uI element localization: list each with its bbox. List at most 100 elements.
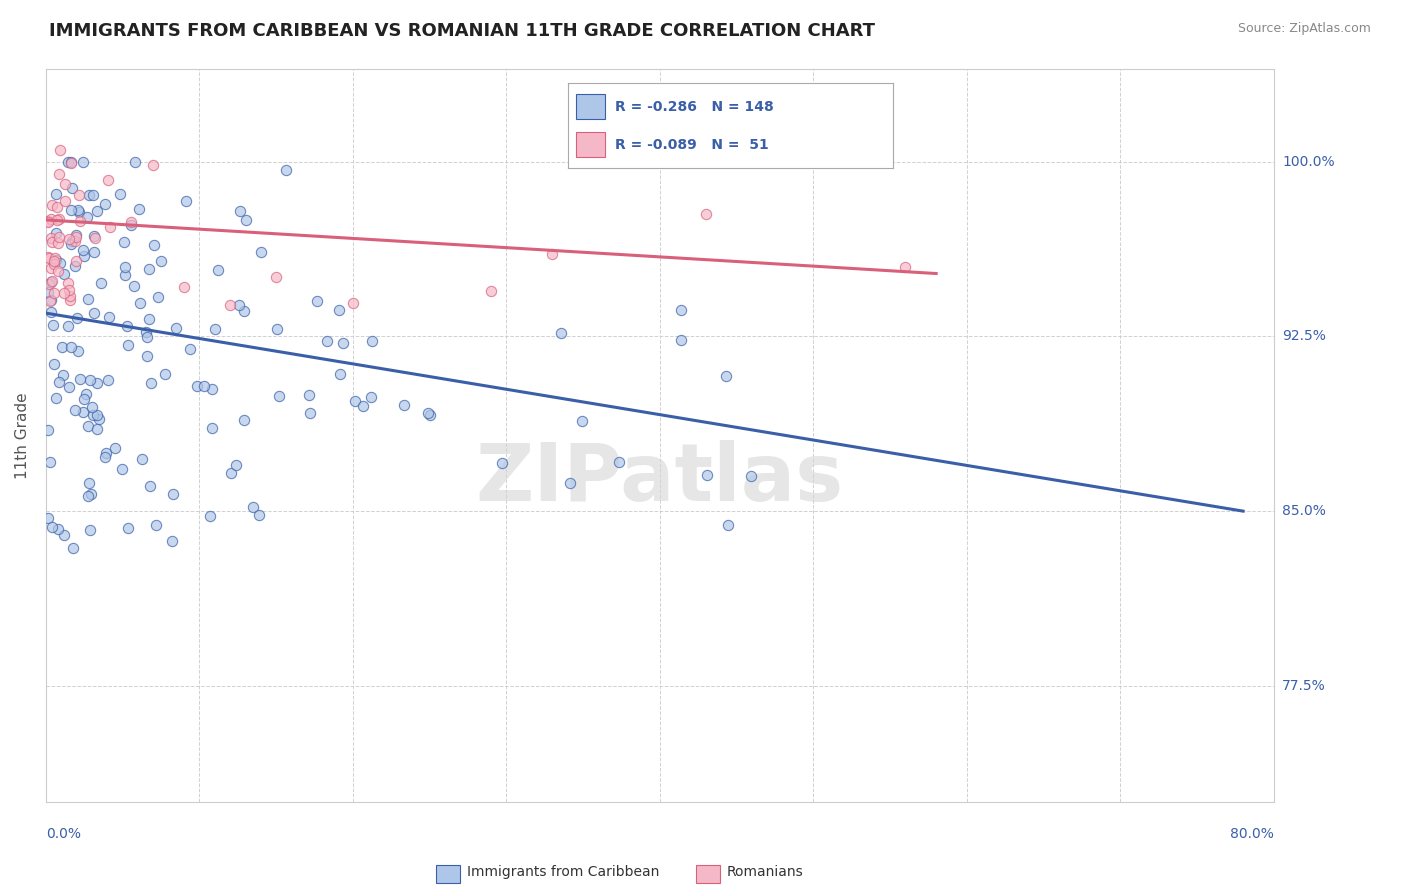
Point bbox=[60, 341, 83, 355]
Point bbox=[298, 406, 321, 420]
Point bbox=[558, 476, 581, 491]
Point bbox=[235, 212, 257, 227]
Point bbox=[201, 382, 224, 396]
Point bbox=[48, 523, 70, 537]
Point bbox=[80, 487, 103, 501]
Point bbox=[142, 158, 165, 172]
Point bbox=[392, 398, 415, 412]
Point bbox=[53, 267, 76, 281]
Point bbox=[117, 319, 139, 334]
Point bbox=[38, 455, 60, 469]
Point bbox=[63, 234, 86, 248]
Point bbox=[38, 277, 60, 292]
Point bbox=[37, 250, 59, 264]
Point bbox=[225, 458, 247, 473]
Point bbox=[80, 400, 103, 414]
Point bbox=[41, 305, 63, 319]
Point bbox=[42, 254, 65, 268]
Point bbox=[114, 260, 136, 275]
Point bbox=[124, 154, 146, 169]
Point bbox=[266, 322, 288, 336]
Text: Source: ZipAtlas.com: Source: ZipAtlas.com bbox=[1237, 22, 1371, 36]
Point bbox=[79, 523, 101, 537]
Point bbox=[45, 227, 67, 241]
Point bbox=[60, 234, 83, 248]
Point bbox=[94, 450, 117, 464]
Point bbox=[228, 203, 250, 218]
Point bbox=[48, 211, 70, 226]
Point bbox=[120, 215, 142, 229]
Point bbox=[264, 269, 287, 284]
Point bbox=[160, 533, 183, 548]
Point bbox=[53, 528, 76, 542]
Point bbox=[117, 338, 139, 352]
Point bbox=[58, 154, 80, 169]
Point bbox=[58, 232, 80, 246]
Point bbox=[37, 423, 59, 437]
Point bbox=[38, 293, 60, 308]
Text: ZIPatlas: ZIPatlas bbox=[475, 441, 844, 518]
Text: Immigrants from Caribbean: Immigrants from Caribbean bbox=[467, 865, 659, 880]
Point bbox=[98, 310, 121, 324]
Point bbox=[41, 318, 63, 332]
Point bbox=[42, 257, 65, 271]
Point bbox=[83, 305, 105, 319]
Point bbox=[48, 375, 70, 389]
Point bbox=[342, 295, 364, 310]
Point bbox=[69, 213, 91, 227]
Point bbox=[65, 230, 87, 244]
Point bbox=[72, 243, 94, 257]
Point bbox=[77, 476, 100, 491]
Point bbox=[56, 319, 79, 334]
Point bbox=[45, 252, 67, 267]
Point bbox=[207, 262, 229, 277]
Y-axis label: 11th Grade: 11th Grade bbox=[15, 392, 30, 479]
Point bbox=[142, 238, 165, 252]
Point bbox=[669, 333, 692, 347]
Point bbox=[198, 508, 221, 523]
Point bbox=[138, 311, 160, 326]
Point bbox=[128, 202, 150, 216]
Point bbox=[82, 188, 104, 202]
Point bbox=[46, 236, 69, 251]
Point bbox=[53, 177, 76, 191]
Point bbox=[361, 334, 384, 348]
Point bbox=[79, 373, 101, 387]
Point bbox=[48, 167, 70, 181]
Point bbox=[39, 276, 62, 290]
Point bbox=[139, 478, 162, 492]
Point bbox=[122, 278, 145, 293]
Point bbox=[48, 229, 70, 244]
Point bbox=[44, 251, 66, 265]
Point bbox=[76, 292, 98, 306]
Point bbox=[86, 408, 108, 422]
Point bbox=[59, 156, 82, 170]
Point bbox=[894, 260, 917, 274]
Point bbox=[58, 283, 80, 297]
Point bbox=[149, 254, 172, 268]
Point bbox=[360, 390, 382, 404]
Point bbox=[120, 218, 142, 232]
Point bbox=[65, 254, 87, 268]
Point bbox=[550, 326, 572, 340]
Point bbox=[45, 187, 67, 202]
Point bbox=[479, 285, 502, 299]
Point bbox=[332, 336, 354, 351]
Point bbox=[86, 422, 108, 436]
Point bbox=[307, 293, 329, 308]
Point bbox=[37, 215, 59, 229]
Point bbox=[90, 276, 112, 290]
Point bbox=[69, 372, 91, 386]
Point bbox=[66, 311, 89, 326]
Point bbox=[62, 541, 84, 556]
Point bbox=[94, 446, 117, 460]
Point bbox=[274, 162, 297, 177]
Point bbox=[162, 486, 184, 500]
Point bbox=[93, 196, 115, 211]
Point bbox=[77, 419, 100, 434]
Point bbox=[717, 517, 740, 532]
Point bbox=[72, 405, 94, 419]
Point bbox=[138, 261, 160, 276]
Point bbox=[740, 469, 762, 483]
Point bbox=[37, 511, 59, 525]
